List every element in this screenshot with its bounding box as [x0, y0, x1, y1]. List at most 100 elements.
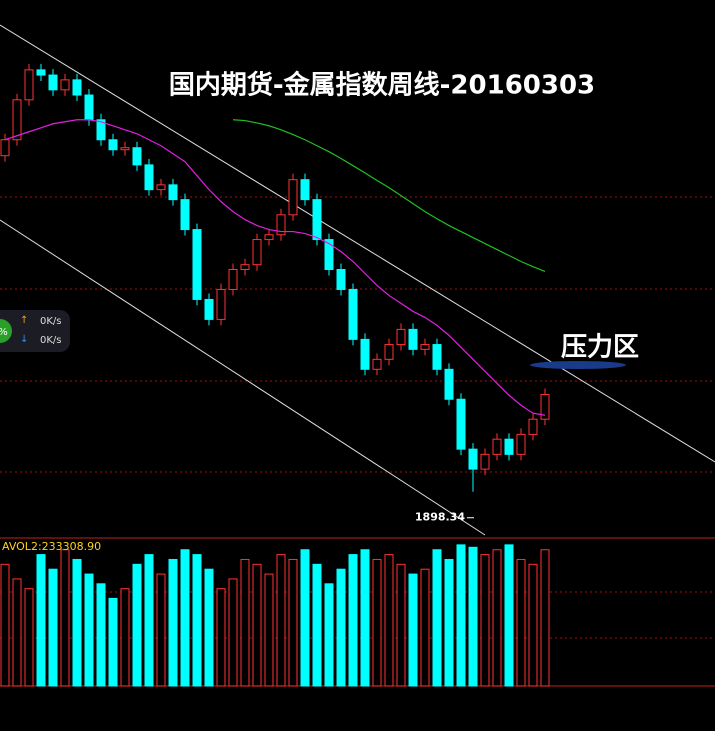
pressure-marker: [530, 361, 626, 369]
candle-body: [12, 99, 22, 141]
volume-bar: [36, 554, 46, 687]
trend-line: [0, 24, 715, 463]
widget-icon: [0, 319, 12, 343]
candle-body: [48, 74, 58, 91]
candle-body: [144, 164, 154, 191]
volume-bar: [60, 549, 70, 687]
volume-bar: [0, 563, 10, 687]
candle-body: [96, 119, 106, 141]
widget-down-speed: 0K/s: [40, 335, 62, 346]
volume-bar: [324, 583, 334, 687]
candle-body: [504, 438, 514, 455]
candle-body: [540, 393, 550, 420]
candle-body: [468, 448, 478, 470]
volume-bar: [96, 583, 106, 687]
candle-body: [264, 234, 274, 241]
candle-body: [84, 94, 94, 121]
volume-bar: [444, 558, 454, 687]
volume-bar: [480, 554, 490, 687]
candle-body: [0, 139, 10, 157]
candle-body: [288, 179, 298, 216]
widget-bg: [0, 310, 70, 352]
candle-body: [372, 358, 382, 370]
candle-body: [360, 338, 370, 370]
volume-bar: [432, 549, 442, 687]
candle-body: [60, 79, 70, 91]
moving-average: [4, 119, 546, 416]
candle-body: [480, 453, 490, 470]
candle-body: [324, 239, 334, 270]
candle-body: [108, 139, 118, 151]
volume-bar: [396, 563, 406, 687]
volume-bar: [84, 573, 94, 687]
volume-bar: [456, 544, 466, 687]
volume-bar: [492, 549, 502, 687]
volume-bar: [156, 573, 166, 687]
volume-bar: [12, 578, 22, 687]
volume-bar: [312, 563, 322, 687]
volume-bar: [336, 568, 346, 687]
volume-bar: [468, 546, 478, 687]
volume-bar: [48, 568, 58, 687]
candle-body: [192, 229, 202, 300]
trend-line: [0, 219, 486, 536]
grid: [0, 196, 715, 639]
volume-bar: [360, 549, 370, 687]
volume-bar: [384, 554, 394, 687]
volume-bar: [408, 573, 418, 687]
candle-body: [300, 179, 310, 201]
volume-bar: [204, 568, 214, 687]
volume-bar: [264, 573, 274, 687]
candle-body: [528, 418, 538, 435]
low-label: 1898.34: [415, 511, 465, 524]
candle-body: [516, 433, 526, 455]
candle-body: [24, 69, 34, 101]
volume-bar: [180, 549, 190, 687]
volume-label: AVOL2:233308.90: [2, 540, 101, 553]
volume-bar: [228, 578, 238, 687]
volume-bar: [240, 558, 250, 687]
volume-bar: [216, 588, 226, 687]
volume-bar: [300, 549, 310, 687]
candle-body: [336, 268, 346, 290]
candle-body: [408, 328, 418, 350]
volume-bar: [540, 549, 550, 687]
candle-body: [276, 214, 286, 236]
speed-widget: % ↑ 0K/s ↓ 0K/s: [0, 310, 70, 352]
volume-bar: [276, 554, 286, 687]
chart-title: 国内期货-金属指数周线-20160303: [169, 70, 595, 101]
volume-bar: [144, 554, 154, 687]
candle-body: [492, 438, 502, 455]
candle-body: [312, 199, 322, 241]
candle-body: [72, 79, 82, 96]
candle-body: [216, 288, 226, 320]
volume-bar: [132, 563, 142, 687]
moving-average: [232, 119, 546, 273]
candle-body: [432, 344, 442, 370]
candle-body: [240, 264, 250, 270]
widget-up-speed: 0K/s: [40, 316, 62, 327]
candle-body: [156, 184, 166, 191]
widget-up-arrow: ↑: [20, 315, 28, 326]
candle-body: [132, 147, 142, 166]
candle-body: [252, 239, 262, 266]
candle-body: [384, 344, 394, 360]
candle-body: [444, 368, 454, 400]
volume-bar: [372, 558, 382, 687]
annotation: 压力区: [561, 333, 639, 363]
volume-bar: [420, 568, 430, 687]
volume-bar: [252, 563, 262, 687]
candle-body: [348, 288, 358, 340]
widget-down-arrow: ↓: [20, 334, 28, 345]
candle-body: [168, 184, 178, 201]
volume-bar: [24, 588, 34, 687]
candle-body: [180, 199, 190, 231]
volume-bar: [108, 597, 118, 687]
candle-body: [456, 398, 466, 450]
candle-body: [420, 344, 430, 350]
volume-bar: [348, 554, 358, 687]
volume-bar: [168, 558, 178, 687]
volume-bar: [72, 558, 82, 687]
plot: 1898.34: [0, 63, 550, 687]
